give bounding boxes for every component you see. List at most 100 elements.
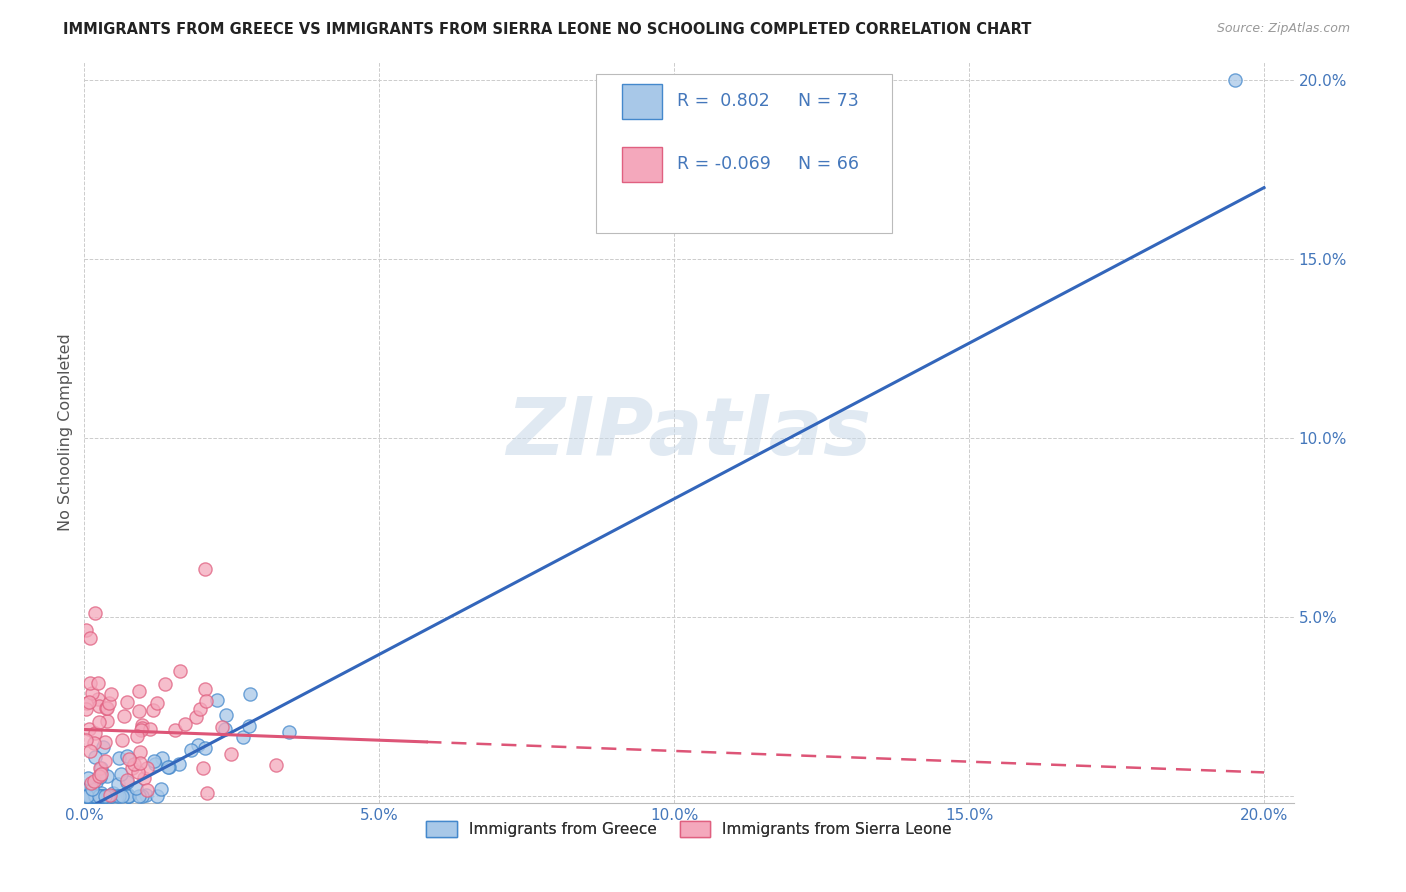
Point [75, 789, 97, 803]
Point [83, 774, 105, 789]
Point [111, 733, 134, 747]
Text: Source: ZipAtlas.com: Source: ZipAtlas.com [1216, 22, 1350, 36]
Point [194, 694, 217, 708]
Point [150, 751, 173, 765]
Point [97, 696, 120, 710]
Point [76, 789, 98, 803]
Point [84, 775, 107, 789]
Point [75, 623, 97, 637]
Point [117, 789, 139, 803]
Point [91, 740, 114, 755]
Point [80, 781, 103, 796]
Point [127, 764, 149, 779]
Point [87, 789, 110, 803]
Point [94, 734, 117, 748]
Point [108, 789, 131, 803]
Point [82, 789, 104, 803]
Point [180, 743, 202, 757]
Point [79, 743, 101, 757]
Point [157, 760, 180, 774]
Point [191, 761, 214, 775]
FancyBboxPatch shape [623, 84, 662, 120]
Text: R = -0.069: R = -0.069 [676, 155, 770, 173]
Point [83, 789, 105, 803]
Point [101, 786, 124, 800]
Point [117, 774, 139, 789]
Point [163, 723, 186, 738]
Point [75, 785, 97, 799]
Point [89, 770, 111, 784]
Point [82, 789, 104, 803]
Point [121, 761, 143, 775]
Point [118, 752, 141, 766]
Point [89, 789, 111, 803]
Point [128, 683, 150, 698]
Point [146, 696, 169, 710]
Y-axis label: No Schooling Completed: No Schooling Completed [58, 334, 73, 532]
Point [135, 761, 157, 775]
Point [87, 769, 110, 783]
Point [87, 676, 110, 690]
Point [194, 681, 217, 696]
Point [129, 756, 152, 770]
Text: ZIPatlas: ZIPatlas [506, 393, 872, 472]
Point [143, 754, 166, 768]
Point [90, 789, 112, 803]
Point [96, 701, 118, 715]
Point [75, 702, 97, 716]
Point [90, 789, 112, 803]
Point [194, 741, 217, 756]
Point [187, 738, 209, 752]
Point [90, 767, 112, 781]
Point [79, 631, 101, 645]
Point [124, 780, 146, 795]
Point [94, 754, 117, 768]
Point [1223, 73, 1246, 87]
Point [117, 789, 139, 803]
Point [79, 722, 101, 736]
Legend: Immigrants from Greece, Immigrants from Sierra Leone: Immigrants from Greece, Immigrants from … [420, 815, 957, 843]
Point [100, 789, 122, 803]
Point [89, 714, 111, 729]
Point [146, 789, 169, 803]
Point [83, 789, 105, 803]
Point [96, 701, 118, 715]
Point [264, 757, 287, 772]
Point [153, 676, 176, 690]
Point [117, 787, 139, 801]
Point [111, 789, 134, 803]
Point [110, 767, 132, 781]
FancyBboxPatch shape [623, 147, 662, 182]
Point [129, 745, 152, 759]
Point [117, 773, 139, 788]
Point [76, 789, 98, 803]
Point [169, 664, 191, 678]
Point [76, 789, 98, 803]
Point [90, 761, 112, 775]
Point [87, 692, 110, 706]
Point [83, 789, 105, 803]
Point [108, 751, 131, 765]
Point [219, 747, 242, 761]
Point [115, 695, 138, 709]
Point [238, 719, 260, 733]
Point [232, 731, 254, 745]
Point [87, 698, 110, 713]
Point [139, 722, 162, 736]
FancyBboxPatch shape [596, 73, 891, 233]
Point [142, 703, 165, 717]
Point [205, 692, 228, 706]
Point [173, 716, 195, 731]
Point [79, 789, 101, 803]
Point [82, 686, 104, 700]
Point [128, 789, 150, 803]
Point [131, 721, 153, 735]
Point [195, 786, 218, 800]
Point [96, 714, 118, 728]
Point [105, 789, 128, 803]
Point [129, 723, 152, 737]
Point [75, 732, 97, 747]
Point [100, 789, 122, 803]
Point [107, 777, 129, 791]
Point [80, 782, 103, 797]
